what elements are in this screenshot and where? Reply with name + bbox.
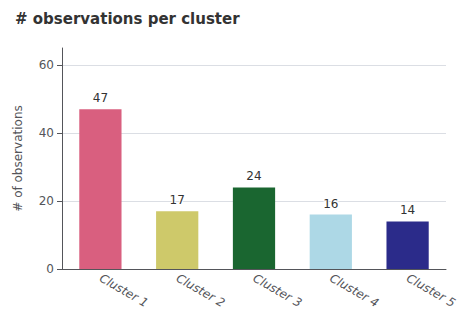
svg-text:16: 16 <box>323 197 338 211</box>
svg-text:Cluster 2: Cluster 2 <box>174 271 228 310</box>
svg-text:Cluster 5: Cluster 5 <box>404 271 458 310</box>
svg-text:14: 14 <box>400 203 415 217</box>
svg-text:47: 47 <box>93 91 108 105</box>
svg-text:60: 60 <box>39 58 54 72</box>
svg-text:# observations per cluster: # observations per cluster <box>15 10 240 28</box>
svg-text:Cluster 3: Cluster 3 <box>250 271 304 310</box>
svg-text:20: 20 <box>39 194 54 208</box>
svg-text:17: 17 <box>170 193 185 207</box>
svg-text:24: 24 <box>246 169 261 183</box>
svg-text:Cluster 1: Cluster 1 <box>97 271 151 310</box>
svg-text:0: 0 <box>46 262 54 276</box>
svg-text:# of observations: # of observations <box>11 105 25 211</box>
svg-text:Cluster 4: Cluster 4 <box>327 271 381 310</box>
svg-text:40: 40 <box>39 126 54 140</box>
